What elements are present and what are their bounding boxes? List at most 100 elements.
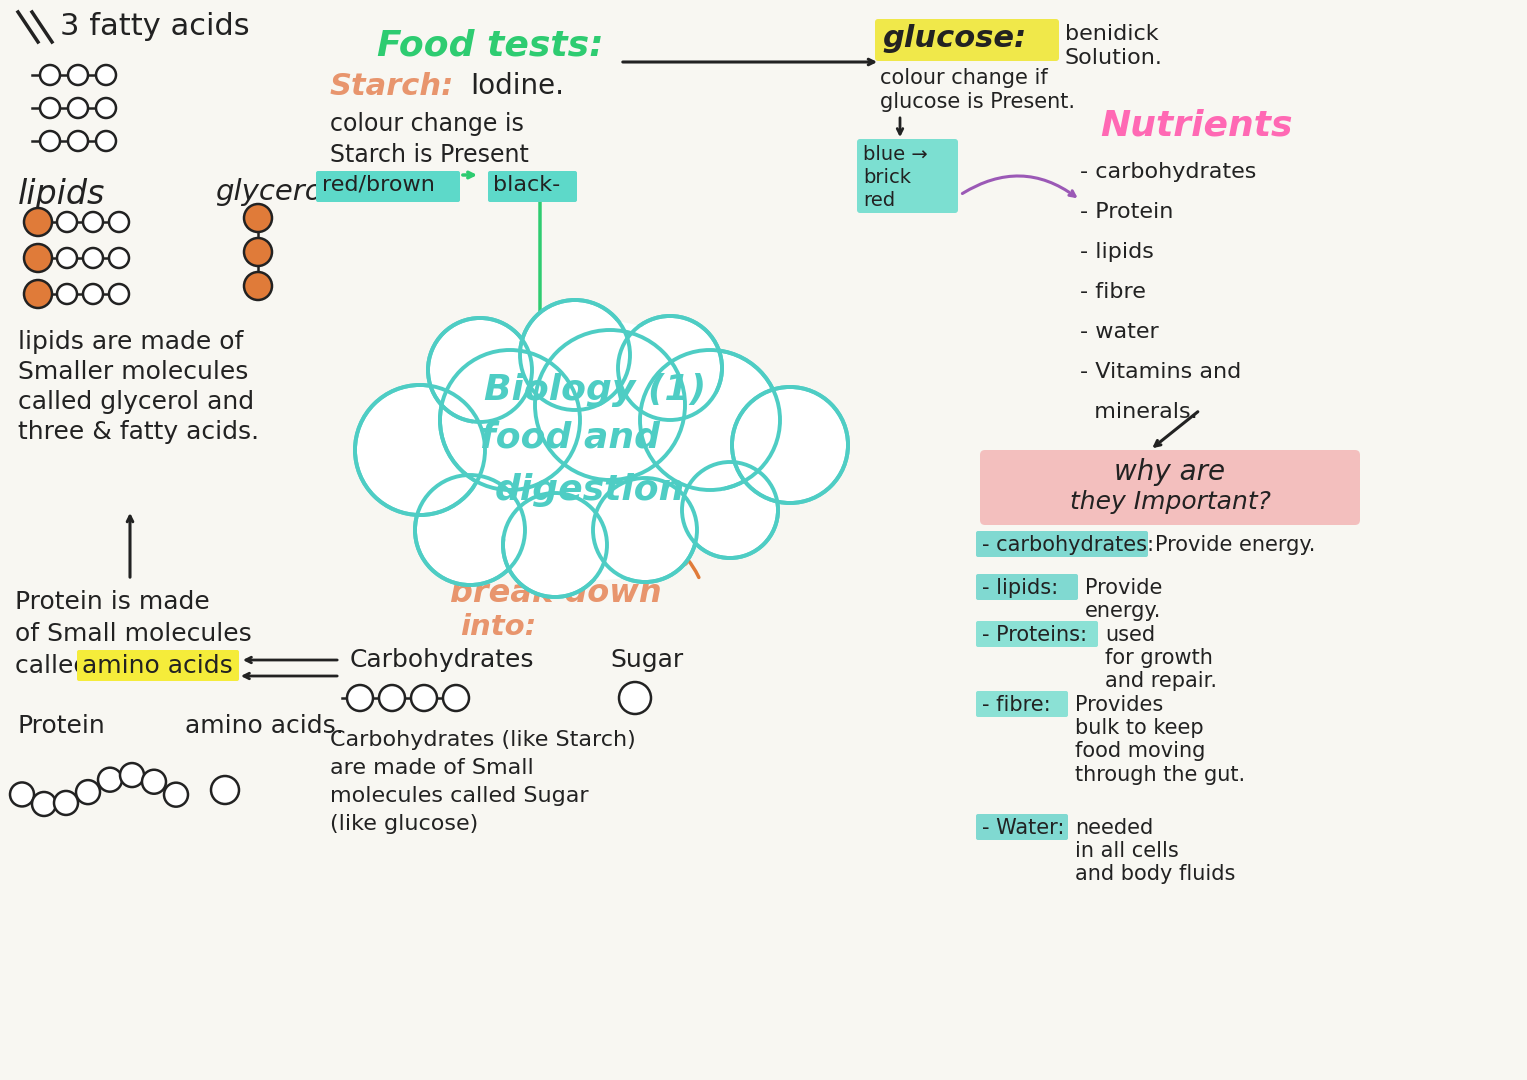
- Text: amino acids: amino acids: [82, 654, 232, 678]
- FancyBboxPatch shape: [976, 531, 1148, 557]
- Circle shape: [98, 768, 122, 792]
- Circle shape: [163, 783, 188, 807]
- Circle shape: [640, 350, 780, 490]
- Text: 3 fatty acids: 3 fatty acids: [60, 12, 249, 41]
- Text: food and: food and: [479, 421, 660, 455]
- Circle shape: [244, 272, 272, 300]
- Text: molecules called Sugar: molecules called Sugar: [330, 786, 588, 806]
- FancyBboxPatch shape: [976, 814, 1067, 840]
- FancyBboxPatch shape: [976, 621, 1098, 647]
- Circle shape: [244, 204, 272, 232]
- Circle shape: [40, 98, 60, 118]
- Circle shape: [415, 475, 525, 585]
- Text: called: called: [15, 654, 98, 678]
- Text: Iodine.: Iodine.: [470, 72, 563, 100]
- Circle shape: [56, 212, 76, 232]
- FancyBboxPatch shape: [875, 19, 1060, 60]
- Circle shape: [56, 248, 76, 268]
- Text: brick: brick: [863, 168, 912, 187]
- Circle shape: [69, 98, 89, 118]
- Text: colour change if: colour change if: [880, 68, 1048, 87]
- Circle shape: [443, 685, 469, 711]
- Text: Solution.: Solution.: [1064, 48, 1164, 68]
- Circle shape: [24, 244, 52, 272]
- Text: - Vitamins and: - Vitamins and: [1080, 362, 1241, 382]
- FancyBboxPatch shape: [980, 450, 1361, 525]
- Text: glucose:: glucose:: [883, 24, 1026, 53]
- Text: break down: break down: [450, 578, 661, 609]
- Circle shape: [592, 478, 696, 582]
- Circle shape: [534, 330, 686, 480]
- Circle shape: [82, 284, 102, 303]
- Text: Smaller molecules: Smaller molecules: [18, 360, 249, 384]
- Circle shape: [347, 685, 373, 711]
- Text: lipids: lipids: [18, 178, 105, 211]
- Circle shape: [108, 212, 128, 232]
- Text: - fibre:: - fibre:: [982, 696, 1051, 715]
- Text: - Proteins:: - Proteins:: [982, 625, 1087, 645]
- Circle shape: [82, 212, 102, 232]
- Circle shape: [69, 131, 89, 151]
- Circle shape: [428, 318, 531, 422]
- Circle shape: [121, 764, 144, 787]
- Text: Provide
energy.: Provide energy.: [1086, 578, 1162, 621]
- Text: Starch:: Starch:: [330, 72, 455, 102]
- Text: - Protein: - Protein: [1080, 202, 1173, 222]
- Circle shape: [683, 462, 777, 558]
- Circle shape: [379, 685, 405, 711]
- Text: - carbohydrates: - carbohydrates: [1080, 162, 1257, 183]
- Text: lipids are made of: lipids are made of: [18, 330, 243, 354]
- Text: - carbohydrates:: - carbohydrates:: [982, 535, 1154, 555]
- Circle shape: [96, 65, 116, 85]
- Text: Protein is made: Protein is made: [15, 590, 209, 615]
- Circle shape: [521, 300, 631, 410]
- Circle shape: [40, 131, 60, 151]
- FancyBboxPatch shape: [316, 171, 460, 202]
- Text: Nutrients: Nutrients: [1099, 108, 1292, 141]
- Text: blue →: blue →: [863, 145, 928, 164]
- Text: What nutri: What nutri: [470, 545, 646, 573]
- Text: Provides
bulk to keep
food moving
through the gut.: Provides bulk to keep food moving throug…: [1075, 696, 1245, 784]
- Text: Carbohydrates: Carbohydrates: [350, 648, 534, 672]
- Text: colour change is: colour change is: [330, 112, 524, 136]
- Text: - fibre: - fibre: [1080, 282, 1145, 302]
- Circle shape: [618, 681, 651, 714]
- Text: - water: - water: [1080, 322, 1159, 342]
- Text: digestion: digestion: [495, 473, 686, 507]
- Text: called glycerol and: called glycerol and: [18, 390, 253, 414]
- Circle shape: [142, 770, 166, 794]
- Circle shape: [470, 320, 730, 580]
- Text: three & fatty acids.: three & fatty acids.: [18, 420, 260, 444]
- Circle shape: [24, 208, 52, 237]
- Text: amino acids.: amino acids.: [185, 714, 344, 738]
- FancyBboxPatch shape: [857, 139, 957, 213]
- Circle shape: [53, 791, 78, 815]
- Text: used
for growth
and repair.: used for growth and repair.: [1106, 625, 1217, 691]
- Circle shape: [211, 777, 240, 804]
- Circle shape: [96, 98, 116, 118]
- Text: glucose is Present.: glucose is Present.: [880, 92, 1075, 112]
- Circle shape: [108, 284, 128, 303]
- Circle shape: [731, 387, 847, 503]
- Circle shape: [32, 792, 56, 816]
- Text: benidick: benidick: [1064, 24, 1159, 44]
- Text: Biology (1): Biology (1): [484, 373, 705, 407]
- FancyBboxPatch shape: [976, 691, 1067, 717]
- Circle shape: [69, 65, 89, 85]
- Circle shape: [618, 316, 722, 420]
- Circle shape: [440, 350, 580, 490]
- Text: Provide energy.: Provide energy.: [1154, 535, 1315, 555]
- Text: black-: black-: [493, 175, 560, 195]
- Text: red/brown: red/brown: [322, 175, 435, 195]
- Circle shape: [11, 782, 34, 807]
- Text: - Water:: - Water:: [982, 818, 1064, 838]
- Text: needed
in all cells
and body fluids: needed in all cells and body fluids: [1075, 818, 1235, 885]
- FancyBboxPatch shape: [976, 573, 1078, 600]
- Text: red: red: [863, 191, 895, 210]
- FancyBboxPatch shape: [489, 171, 577, 202]
- Text: why are: why are: [1115, 458, 1226, 486]
- Circle shape: [24, 280, 52, 308]
- Text: Sugar: Sugar: [609, 648, 683, 672]
- Circle shape: [502, 492, 608, 597]
- Circle shape: [411, 685, 437, 711]
